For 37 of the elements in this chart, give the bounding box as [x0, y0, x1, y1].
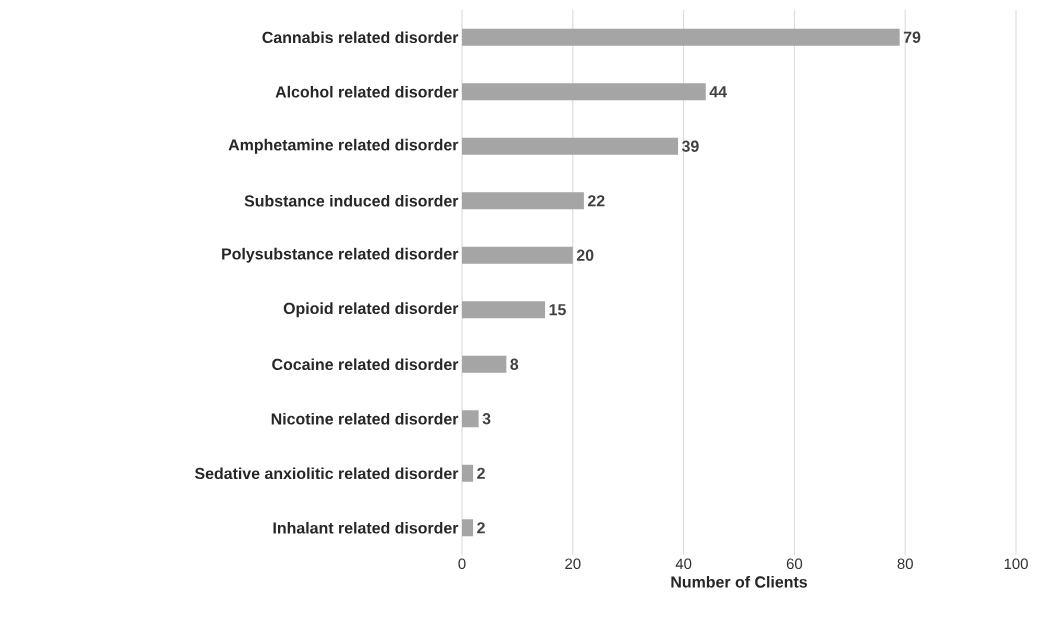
bar: [462, 519, 474, 537]
data-label: 8: [510, 358, 519, 370]
x-tick-label: 80: [897, 558, 913, 570]
x-tick-label: 20: [565, 558, 581, 570]
data-label: 44: [709, 86, 727, 98]
x-tick-label: 40: [675, 558, 692, 570]
y-tick-label: Cocaine related disorder: [272, 358, 459, 371]
bar: [462, 355, 507, 373]
x-tick-label: 60: [786, 558, 803, 570]
bar: [462, 246, 573, 264]
data-label: 2: [477, 522, 485, 534]
data-label: 3: [482, 413, 491, 425]
y-tick-label: Opioid related disorder: [283, 302, 459, 318]
y-tick-label: Polysubstance related disorder: [222, 247, 459, 263]
bar: [462, 410, 479, 428]
x-tick-label: 100: [1004, 558, 1028, 570]
data-label: 79: [903, 31, 921, 43]
y-tick-label: Amphetamine related disorder: [228, 138, 459, 154]
bar: [462, 464, 474, 482]
bar: [462, 83, 706, 101]
y-tick-label: Nicotine related disorder: [271, 412, 459, 425]
data-label: 39: [681, 140, 699, 152]
y-tick-label: Inhalant related disorder: [273, 521, 459, 534]
bar: [462, 137, 679, 155]
y-tick-label: Alcohol related disorder: [275, 85, 459, 98]
x-tick-label: 0: [458, 558, 466, 570]
data-label: 2: [477, 467, 485, 479]
bar: [462, 192, 584, 210]
y-tick-label: Sedative anxiolitic related disorder: [194, 467, 459, 480]
y-tick-label: Cannabis related disorder: [262, 31, 459, 44]
y-tick-label: Substance induced disorder: [244, 194, 459, 207]
x-axis-title: Number of Clients: [671, 575, 807, 588]
bar: [462, 301, 546, 319]
data-label: 22: [587, 195, 605, 207]
data-label: 20: [576, 249, 594, 261]
bar: [462, 28, 900, 46]
data-label: 15: [549, 304, 566, 316]
